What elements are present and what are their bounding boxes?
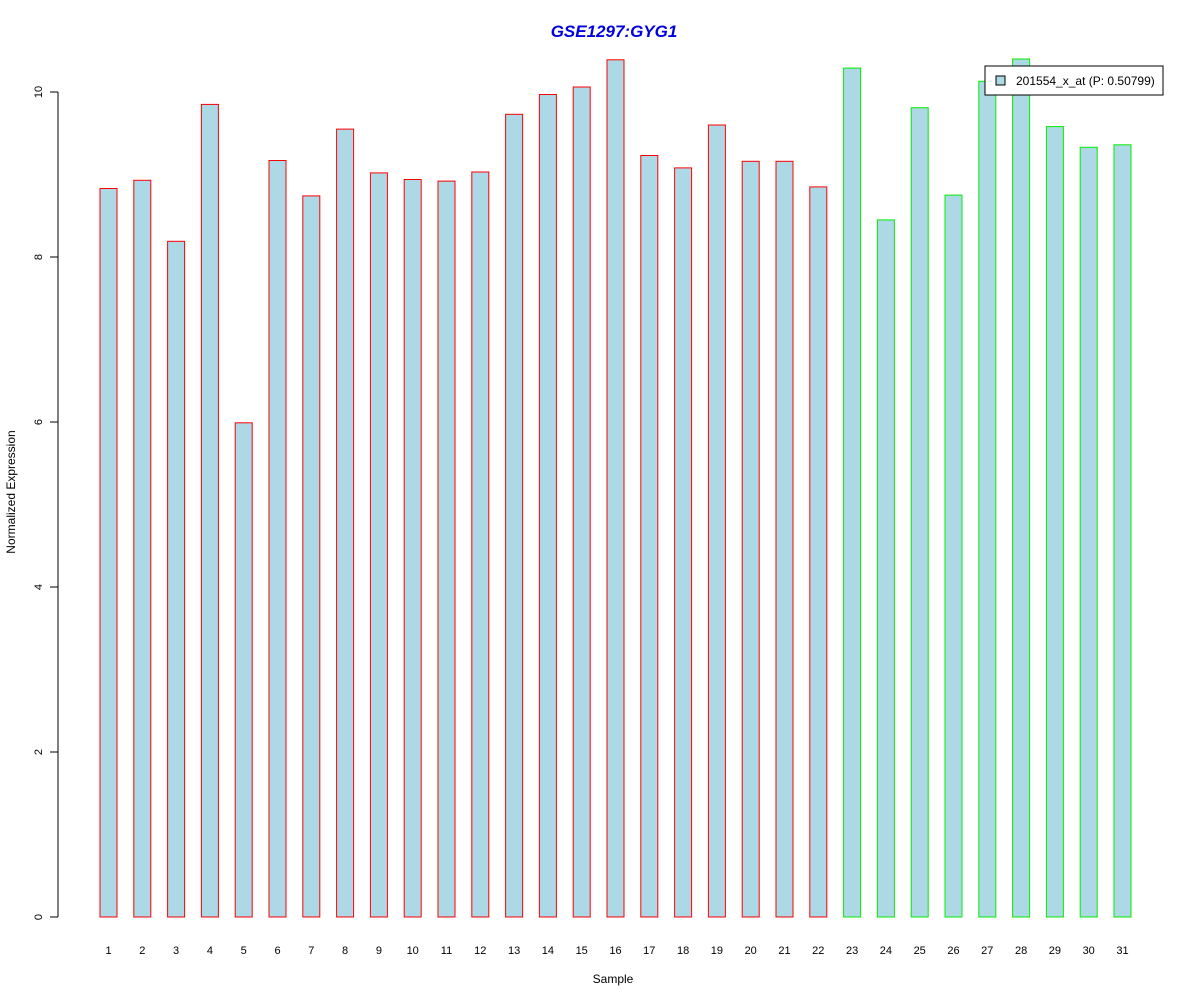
legend-box [984,65,1164,96]
x-tick-label: 21 [778,945,790,957]
y-tick-label: 4 [33,584,45,590]
x-tick-label: 3 [173,945,179,957]
x-tick-label: 24 [880,945,892,957]
x-tick-label: 11 [441,945,452,957]
bar-sample-31 [1113,144,1132,918]
x-tick-label: 12 [474,945,486,957]
bar-sample-23 [843,67,862,918]
bar-sample-4 [200,103,219,918]
bar-sample-19 [707,124,726,918]
x-tick-label: 18 [677,945,689,957]
bar-sample-11 [437,180,456,918]
bar-sample-14 [538,94,557,918]
x-tick-label: 9 [376,945,382,957]
x-tick-label: 29 [1049,945,1061,957]
y-tick-label: 2 [33,749,45,755]
y-tick-label: 10 [33,86,45,98]
x-tick-label: 31 [1116,945,1128,957]
bar-sample-1 [99,188,118,918]
legend: 201554_x_at (P: 0.50799) [984,65,1164,96]
bar-sample-13 [505,113,524,918]
x-tick-label: 14 [542,945,554,957]
bar-sample-15 [572,86,591,918]
y-tick-label: 6 [33,419,45,425]
x-tick-label: 15 [576,945,588,957]
bar-sample-27 [978,80,997,918]
bar-sample-3 [167,240,186,918]
bar-sample-30 [1079,146,1098,918]
x-tick-label: 22 [812,945,824,957]
x-tick-label: 16 [609,945,621,957]
bar-sample-29 [1045,126,1064,918]
legend-swatch [995,75,1006,86]
x-tick-label: 19 [711,945,723,957]
x-axis-label: Sample [593,972,634,986]
x-tick-label: 10 [407,945,419,957]
y-axis: 0 2 4 6 8 10 [33,86,59,920]
bar-sample-7 [302,195,321,918]
x-tick-labels: 1 2 3 4 5 6 7 8 9 10 11 12 13 14 15 16 17 18 19 20 21 22 23 24 2… [105,945,1128,957]
x-tick-label: 27 [981,945,993,957]
bar-sample-6 [268,160,287,918]
y-tick-label: 8 [33,254,45,260]
x-tick-label: 23 [846,945,858,957]
bar-sample-10 [403,179,422,918]
bar-sample-25 [910,107,929,918]
bar-sample-5 [234,422,253,918]
x-tick-label: 28 [1015,945,1027,957]
bar-sample-16 [606,59,625,918]
bar-sample-26 [944,194,963,918]
bar-sample-22 [809,186,828,918]
chart-title: GSE1297:GYG1 [551,22,678,41]
x-tick-label: 7 [308,945,314,957]
bars [99,58,1132,918]
bar-sample-24 [876,219,895,918]
bar-sample-9 [369,172,388,918]
bar-sample-21 [775,160,794,918]
x-tick-label: 13 [508,945,520,957]
bar-sample-20 [741,160,760,918]
x-tick-label: 25 [914,945,926,957]
bar-sample-18 [674,167,693,918]
x-tick-label: 2 [139,945,145,957]
bar-sample-28 [1012,58,1031,918]
y-tick-label: 0 [33,914,45,920]
y-axis-label: Normalized Expression [4,430,18,553]
bar-sample-2 [133,179,152,918]
x-tick-label: 4 [207,945,213,957]
x-tick-label: 8 [342,945,348,957]
x-tick-label: 5 [241,945,247,957]
x-tick-label: 30 [1083,945,1095,957]
bar-sample-17 [640,155,659,918]
bar-sample-12 [471,171,490,918]
x-tick-label: 6 [274,945,280,957]
bar-sample-8 [336,128,355,918]
x-tick-label: 26 [947,945,959,957]
x-tick-label: 20 [745,945,757,957]
x-tick-label: 17 [643,945,655,957]
legend-entry: 201554_x_at (P: 0.50799) [1016,74,1155,88]
x-tick-label: 1 [105,945,111,957]
